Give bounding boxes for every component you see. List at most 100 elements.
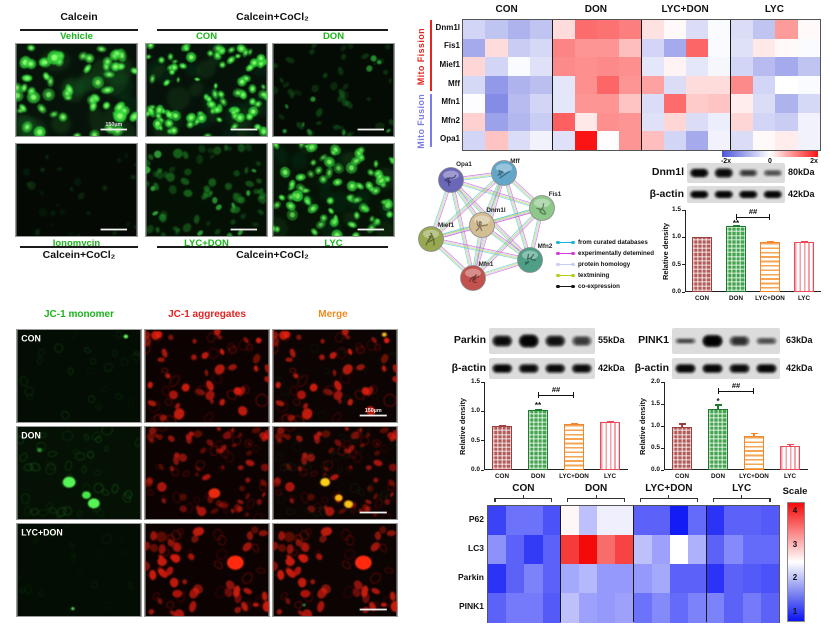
y-tick-label: 2.0 [650,378,660,385]
heatmap-cell [742,564,762,594]
heatmap-cell [597,535,616,565]
group-bracket-tick [494,498,496,502]
legend-dot [571,240,575,245]
heatmap-cell [641,112,665,132]
heatmap-cell [506,535,525,565]
heatmap-cell [724,564,744,594]
heatmap-cell [560,535,580,565]
heatmap-cell [596,94,620,114]
x-category-label: DON [729,295,743,302]
footer-underline [20,246,138,248]
y-tick-label: 0.5 [671,260,681,268]
legend-label: protein homology [578,260,631,268]
x-category-label: LYC [797,295,810,302]
treatment-label: LYC+DON [184,238,229,249]
plot-axes [664,382,808,470]
heatmap-cell [485,20,509,40]
heatmap-cell [633,506,653,536]
group-separator [632,506,635,622]
heatmap-cell [529,75,553,95]
heatmap-cell [663,20,687,40]
heatmap-cell [651,564,671,594]
treatment-label: CON [195,31,218,42]
jc1-panel-section: JC-1 monomer JC-1 aggregates Merge CON 150µm… [0,300,420,636]
jc1-image-r2-c1 [144,523,270,617]
colorbar-max-label: 2x [810,158,818,165]
legend-dot [556,240,560,245]
error-bar-cap [698,236,706,238]
legend-item: from curated databases [556,238,654,248]
bar-lyc+don [564,424,584,470]
heatmap-cell [507,94,531,114]
parkin-bar-chart: 0.0 0.5 1.0 1.5 Relative density CON DON LYC+DO… [452,372,634,490]
legend-dot [556,273,560,278]
heatmap-cell [641,57,665,77]
heatmap-cell [552,131,576,151]
y-tick-mark [682,236,685,238]
blot-label-beta-actin: β-actin [451,361,486,374]
heatmap-cell [552,38,576,58]
network-node-opa1 [438,167,464,193]
scale-colorbar [787,502,805,622]
heatmap-cell [619,20,642,40]
heatmap-cell [706,593,725,623]
legend-label: textmining [578,271,610,279]
heatmap-cell [619,75,642,95]
heatmap-cell [742,506,762,536]
heatmap-cell [708,38,732,58]
bar-don [528,410,548,470]
y-tick-mark [481,469,484,471]
heatmap-cell [506,564,525,594]
x-category-label: CON [695,295,709,302]
network-node-label: Opa1 [456,161,472,168]
group-separator [551,20,553,150]
network-node-mfn2 [517,247,543,273]
heatmap-cell [596,75,620,95]
calcein-image-lyc+don [145,143,268,237]
heatmap-category-label: Mito Fission [416,27,426,85]
heatmap-colorbar [722,151,818,157]
heatmap-cell [578,535,598,565]
heatmap-grid [462,19,821,151]
heatmap-row-label: Mff [448,78,460,88]
heatmap-cell [463,75,486,95]
network-node-label: Fis1 [549,191,562,198]
blot-strip-parkin [489,328,595,354]
heatmap-cell [663,112,687,132]
legend-line [558,285,573,288]
legend-label: experimentally detemined [578,249,654,257]
blot-label-beta-actin: β-actin [634,361,669,374]
legend-line [558,263,573,266]
heatmap-cell [560,506,580,536]
group-separator [730,20,732,150]
heatmap-cell [596,112,620,132]
pink1-blot-section: PINK1 63kDa β-actin 42kDa [626,325,826,383]
group-bracket [567,498,626,503]
significance-marker: ** [534,401,542,411]
heatmap-cell [688,535,707,565]
heatmap-cell [753,131,776,151]
heatmap-cell [529,20,553,40]
error-bar-cap [678,423,686,425]
category-line [430,94,432,147]
treatment-label: DON [322,31,345,42]
heatmap-cell [485,112,509,132]
bar-lyc [780,445,800,470]
heatmap-cell [663,75,687,95]
y-tick-label: 1.0 [650,422,660,429]
y-axis-label: Relative density [458,397,467,455]
blot-strip-beta-actin [687,186,785,203]
comparison-bracket [718,390,754,393]
autophagy-heatmap-section: CON DON LYC+DON LYC P62 LC3 Parkin PINK1 Scale 4 3… [440,478,830,636]
bracket-tick [752,388,754,395]
y-tick-mark [661,403,664,405]
heatmap-cell [775,131,799,151]
heatmap-cell [730,112,754,132]
heatmap-cell [708,20,732,40]
heatmap-cell [641,20,665,40]
group-bracket-tick [567,498,569,502]
heatmap-cell [651,506,671,536]
legend-item: protein homology [556,260,654,270]
heatmap-cell [775,57,799,77]
